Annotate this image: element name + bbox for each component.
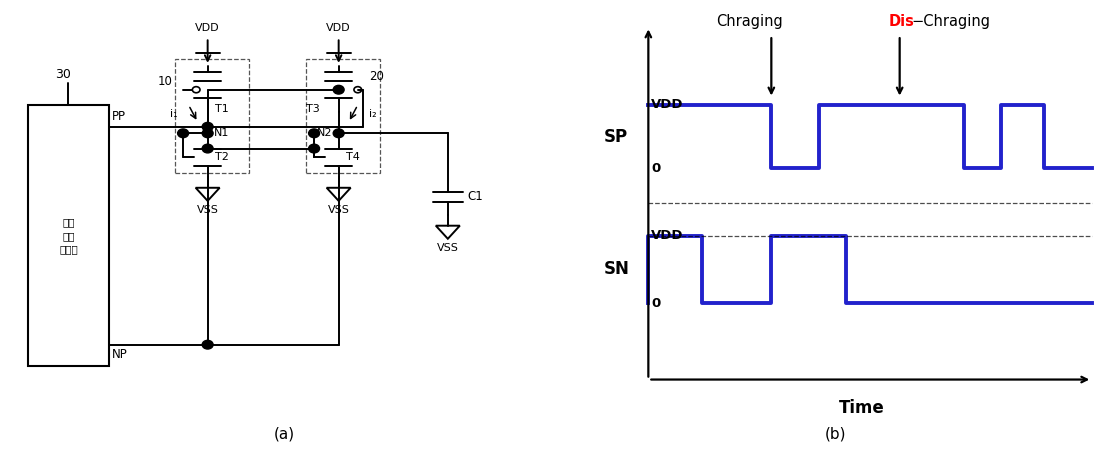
Circle shape bbox=[203, 340, 213, 349]
Circle shape bbox=[203, 123, 213, 131]
Text: VDD: VDD bbox=[651, 99, 684, 112]
Text: T1: T1 bbox=[215, 104, 229, 114]
Text: (b): (b) bbox=[824, 426, 847, 442]
Text: C1: C1 bbox=[467, 190, 482, 203]
Bar bbox=[175, 59, 248, 173]
Text: 0: 0 bbox=[651, 162, 661, 175]
Text: 30: 30 bbox=[55, 68, 71, 81]
Text: i₂: i₂ bbox=[369, 109, 377, 118]
Text: T3: T3 bbox=[306, 104, 320, 114]
Text: SP: SP bbox=[604, 128, 628, 146]
Text: T4: T4 bbox=[346, 152, 360, 162]
Text: VDD: VDD bbox=[326, 23, 351, 33]
Circle shape bbox=[309, 129, 320, 138]
Text: VSS: VSS bbox=[437, 243, 459, 253]
Circle shape bbox=[333, 85, 344, 94]
Circle shape bbox=[177, 129, 188, 138]
Circle shape bbox=[333, 129, 344, 138]
Text: Dis: Dis bbox=[889, 14, 915, 29]
Text: VDD: VDD bbox=[651, 229, 684, 242]
Text: (a): (a) bbox=[274, 426, 294, 442]
Circle shape bbox=[309, 144, 320, 153]
Text: N2: N2 bbox=[316, 128, 332, 138]
Text: T2: T2 bbox=[215, 152, 229, 162]
Text: 20: 20 bbox=[369, 70, 383, 83]
Text: i₁: i₁ bbox=[170, 109, 177, 118]
Text: NP: NP bbox=[113, 348, 128, 361]
Text: VSS: VSS bbox=[328, 205, 350, 215]
Text: 내부
펄스
발생부: 내부 펄스 발생부 bbox=[59, 217, 78, 254]
Text: 10: 10 bbox=[157, 75, 173, 89]
Text: Time: Time bbox=[839, 399, 886, 417]
Bar bbox=[306, 59, 380, 173]
Text: 0: 0 bbox=[651, 297, 661, 310]
Text: Chraging: Chraging bbox=[716, 14, 783, 29]
Text: −Chraging: −Chraging bbox=[911, 14, 990, 29]
Text: SN: SN bbox=[604, 261, 629, 278]
Circle shape bbox=[203, 129, 213, 138]
Bar bbox=[28, 105, 109, 366]
Circle shape bbox=[203, 144, 213, 153]
Text: PP: PP bbox=[113, 110, 126, 123]
Text: VSS: VSS bbox=[197, 205, 218, 215]
Text: VDD: VDD bbox=[195, 23, 219, 33]
Text: N1: N1 bbox=[214, 128, 229, 138]
